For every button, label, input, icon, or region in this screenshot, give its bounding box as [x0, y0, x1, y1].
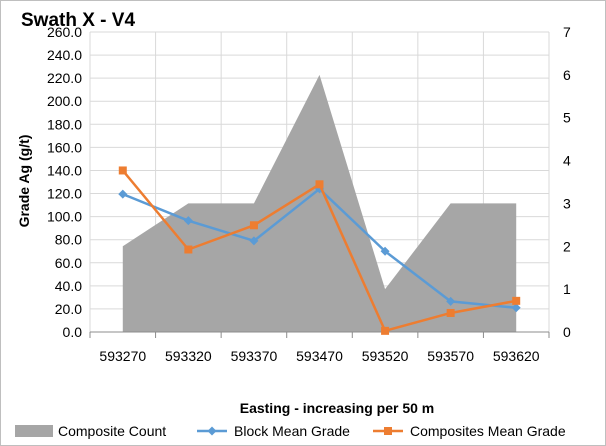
- y-tick-label: 180.0: [47, 116, 82, 132]
- y-tick-label: 260.0: [47, 24, 82, 40]
- axes: 0.0 20.0 40.0 60.0 80.0 100.0 120.0 140.0 160.0 1…: [47, 24, 571, 364]
- block-mean-grade-point: [249, 236, 259, 246]
- grade-lines-layer: [118, 166, 521, 335]
- y2-tick-label: 3: [563, 195, 571, 211]
- block-mean-grade-point: [118, 189, 128, 199]
- block-mean-grade-point: [511, 303, 521, 313]
- composites-mean-grade-point: [446, 308, 455, 317]
- composites-mean-grade-point: [315, 180, 324, 189]
- legend: Composite Count Block Mean Grade Composite…: [15, 423, 566, 439]
- y-axis-label: Grade Ag (g/t): [16, 135, 32, 228]
- x-tick-label: 593470: [296, 348, 343, 364]
- y-tick-label: 220.0: [47, 70, 82, 86]
- y-tick-label: 60.0: [55, 255, 82, 271]
- y-tick-label: 160.0: [47, 139, 82, 155]
- y-tick-label: 40.0: [55, 278, 82, 294]
- x-tick-label: 593320: [165, 348, 212, 364]
- y2-tick-label: 6: [563, 67, 571, 83]
- y2-tick-label: 4: [563, 153, 571, 169]
- x-tick-label: 593620: [493, 348, 540, 364]
- y-tick-label: 240.0: [47, 47, 82, 63]
- block-mean-grade-point: [380, 246, 390, 256]
- composites-mean-grade-point: [512, 296, 521, 305]
- y-tick-label: 80.0: [55, 232, 82, 248]
- chart-title: Swath X - V4: [21, 10, 135, 31]
- y2-tick-label: 0: [563, 324, 571, 340]
- y-tick-label: 20.0: [55, 301, 82, 317]
- composite-count-legend-label: Composite Count: [58, 423, 166, 439]
- y-tick-label: 200.0: [47, 93, 82, 109]
- x-tick-label: 593270: [99, 348, 146, 364]
- composite-count-area-layer: [122, 74, 517, 332]
- block-mean-grade-legend-marker: [207, 426, 217, 436]
- composites-mean-grade-legend-marker: [384, 427, 392, 435]
- y-tick-label: 140.0: [47, 162, 82, 178]
- composites-mean-grade-legend-label: Composites Mean Grade: [410, 423, 566, 439]
- y-tick-label: 100.0: [47, 209, 82, 225]
- composite-count-legend-swatch: [15, 425, 53, 437]
- block-mean-grade-point: [446, 296, 456, 306]
- y2-tick-label: 7: [563, 24, 571, 40]
- block-mean-grade-legend-label: Block Mean Grade: [234, 423, 350, 439]
- y2-tick-label: 2: [563, 238, 571, 254]
- y2-tick-label: 1: [563, 281, 571, 297]
- y2-tick-label: 5: [563, 110, 571, 126]
- x-axis-label: Easting - increasing per 50 m: [240, 400, 435, 416]
- composites-mean-grade-point: [118, 166, 127, 175]
- composites-mean-grade-point: [184, 245, 193, 254]
- x-tick-label: 593370: [231, 348, 278, 364]
- x-tick-label: 593570: [427, 348, 474, 364]
- y-tick-label: 0.0: [63, 324, 83, 340]
- y-tick-label: 120.0: [47, 186, 82, 202]
- block-mean-grade-point: [183, 216, 193, 226]
- composite-count-area: [122, 74, 517, 332]
- composites-mean-grade-point: [249, 221, 258, 230]
- composites-mean-grade-point: [381, 326, 390, 335]
- x-tick-label: 593520: [362, 348, 409, 364]
